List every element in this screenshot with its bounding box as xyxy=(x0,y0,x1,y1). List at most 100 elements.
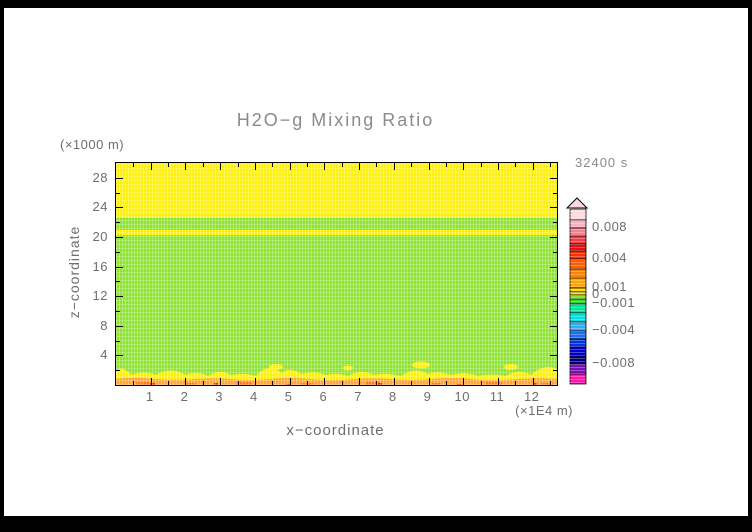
colorbar-tick-label: 0.008 xyxy=(592,219,628,234)
x-tick-label: 12 xyxy=(523,389,540,404)
tick-mark xyxy=(550,296,557,297)
tick-mark xyxy=(550,355,557,356)
yellow-blob xyxy=(343,365,353,371)
colorbar-band xyxy=(569,287,587,293)
tick-mark xyxy=(359,163,360,170)
x-tick-label: 9 xyxy=(423,389,432,404)
tick-mark xyxy=(220,163,221,170)
colorbar-arrow-icon xyxy=(565,197,589,209)
chart-title: H2O−g Mixing Ratio xyxy=(236,110,435,130)
surface-contours xyxy=(116,361,557,385)
x-tick-label: 1 xyxy=(145,389,154,404)
tick-mark xyxy=(550,163,551,167)
tick-mark xyxy=(116,207,123,208)
colorbar-band xyxy=(569,294,587,300)
tick-mark xyxy=(553,370,557,371)
colorbar-tick-label: 0.001 xyxy=(592,279,628,294)
tick-mark xyxy=(446,381,447,385)
y-tick-label: 20 xyxy=(92,229,108,244)
tick-mark xyxy=(238,381,239,385)
heatmap-plot-frame xyxy=(115,162,558,386)
x-axis-unit: (×1E4 m) xyxy=(515,403,573,418)
tick-mark xyxy=(550,237,557,238)
tick-mark xyxy=(116,178,123,179)
tick-mark xyxy=(116,222,120,223)
tick-mark xyxy=(481,381,482,385)
colorbar-band xyxy=(569,235,587,245)
tick-mark xyxy=(411,163,412,167)
colorbar-tick-label: 0.004 xyxy=(592,250,628,265)
field-region xyxy=(116,234,557,372)
tick-mark xyxy=(185,378,186,385)
tick-mark xyxy=(307,381,308,385)
yellow-blob xyxy=(269,364,283,370)
tick-mark xyxy=(498,163,499,170)
tick-mark xyxy=(116,370,120,371)
tick-mark xyxy=(116,355,123,356)
tick-mark xyxy=(116,237,123,238)
tick-mark xyxy=(151,378,152,385)
tick-mark xyxy=(376,163,377,167)
field-region xyxy=(116,229,557,235)
colorbar-band xyxy=(569,303,587,314)
colorbar-bands xyxy=(569,208,587,385)
tick-mark xyxy=(324,163,325,170)
tick-mark xyxy=(553,222,557,223)
tick-mark xyxy=(429,163,430,170)
x-tick-label: 2 xyxy=(180,389,189,404)
tick-mark xyxy=(116,341,120,342)
x-tick-label: 11 xyxy=(489,389,505,404)
tick-mark xyxy=(116,267,123,268)
tick-mark xyxy=(553,252,557,253)
colorbar-band xyxy=(569,258,587,270)
tick-mark xyxy=(203,163,204,167)
tick-mark xyxy=(255,378,256,385)
tick-mark xyxy=(463,378,464,385)
tick-mark xyxy=(324,378,325,385)
colorbar-band xyxy=(569,208,587,221)
colorbar-band xyxy=(569,268,587,279)
colorbar-tick-label: −0.004 xyxy=(592,322,636,337)
x-tick-label: 7 xyxy=(354,389,362,404)
x-tick-label: 10 xyxy=(454,389,470,404)
y-tick-label: 16 xyxy=(92,258,108,274)
tick-mark xyxy=(498,378,499,385)
tick-mark xyxy=(168,163,169,167)
y-tick-label: 24 xyxy=(92,199,108,215)
yellow-blob xyxy=(504,364,518,370)
tick-mark xyxy=(446,163,447,167)
tick-mark xyxy=(553,341,557,342)
tick-mark xyxy=(272,163,273,167)
x-tick-label: 4 xyxy=(250,389,258,404)
tick-mark xyxy=(376,381,377,385)
tick-mark xyxy=(394,378,395,385)
y-tick-label: 8 xyxy=(100,317,108,333)
tick-mark xyxy=(307,163,308,167)
tick-mark xyxy=(255,163,256,170)
tick-mark xyxy=(550,381,551,385)
tick-mark xyxy=(116,326,123,327)
tick-mark xyxy=(481,163,482,167)
x-tick-label: 6 xyxy=(319,389,328,404)
tick-mark xyxy=(133,163,134,167)
tick-mark xyxy=(533,378,534,385)
tick-mark xyxy=(553,311,557,312)
colorbar-band xyxy=(569,373,587,385)
tick-mark xyxy=(550,326,557,327)
x-tick-label: 8 xyxy=(388,389,397,404)
colorbar-band xyxy=(569,355,587,365)
tick-mark xyxy=(359,378,360,385)
x-axis-title: x−coordinate xyxy=(286,422,385,439)
tick-mark xyxy=(116,296,123,297)
colorbar-band xyxy=(569,227,587,237)
yellow-blob xyxy=(412,361,430,369)
tick-mark xyxy=(515,381,516,385)
tick-mark xyxy=(116,193,120,194)
colorbar-band xyxy=(569,312,587,323)
y-tick-label: 28 xyxy=(92,169,108,185)
tick-mark xyxy=(168,381,169,385)
tick-mark xyxy=(550,207,557,208)
y-axis-unit: (×1000 m) xyxy=(60,137,125,152)
tick-mark xyxy=(342,381,343,385)
